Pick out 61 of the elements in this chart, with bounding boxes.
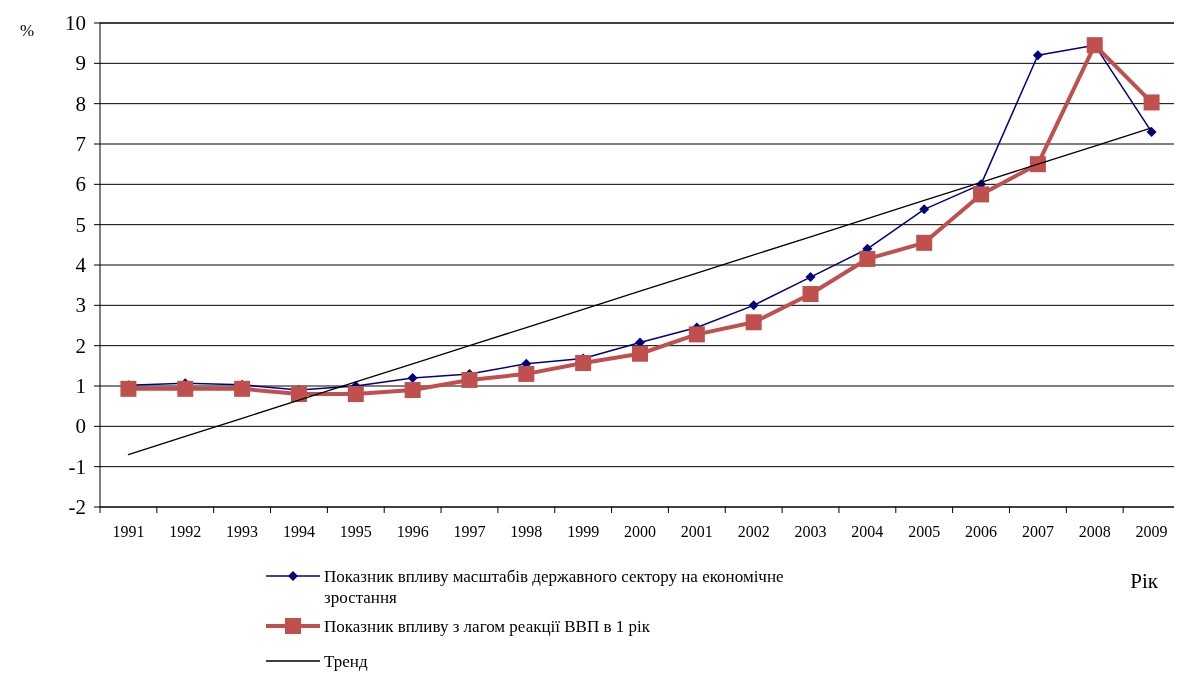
y-tick-label: 6 <box>75 172 86 197</box>
y-tick-label: 8 <box>75 91 86 116</box>
point <box>461 371 478 388</box>
x-tick-label: 2003 <box>794 523 827 540</box>
y-tick-label: 5 <box>75 212 86 237</box>
x-tick-label: 2008 <box>1078 523 1111 540</box>
y-tick-label: 4 <box>75 253 87 277</box>
y-tick-label: 7 <box>75 132 86 156</box>
y-axis-title: % <box>20 21 35 40</box>
y-tick-label: 3 <box>75 293 86 318</box>
x-tick-label: 1998 <box>510 523 543 540</box>
point <box>859 250 876 267</box>
x-tick-label: 1992 <box>169 523 202 540</box>
x-tick-label: 2000 <box>624 523 656 540</box>
point <box>802 286 819 303</box>
point <box>575 355 592 372</box>
x-tick-label: 2002 <box>737 523 770 540</box>
y-tick-label: 1 <box>75 374 86 398</box>
y-tick-label: -1 <box>68 454 86 479</box>
x-tick-label: 2005 <box>908 523 941 540</box>
legend-label: Показник впливу з лагом реакції ВВП в 1 рік <box>324 617 651 636</box>
y-tick-label: 9 <box>75 51 86 76</box>
point <box>973 186 990 203</box>
y-tick-label: 0 <box>75 414 86 439</box>
y-tick-label: 10 <box>65 11 86 35</box>
point <box>347 386 364 403</box>
point <box>1143 94 1160 111</box>
point <box>120 380 137 397</box>
x-tick-label: 1994 <box>282 523 315 540</box>
point <box>407 372 418 383</box>
point <box>748 300 759 311</box>
y-tick-label: -2 <box>68 495 86 519</box>
point <box>290 386 307 403</box>
point <box>177 380 194 397</box>
point <box>916 234 933 251</box>
x-tick-label: 2004 <box>851 523 884 540</box>
point <box>1032 50 1043 61</box>
point <box>919 204 930 215</box>
point <box>688 326 705 343</box>
point <box>234 380 251 397</box>
x-tick-label: 1999 <box>567 523 600 540</box>
point <box>632 345 648 362</box>
point <box>805 272 816 283</box>
x-tick-label: 1996 <box>396 523 429 540</box>
x-axis-title: Рік <box>1130 569 1159 593</box>
point <box>404 382 421 399</box>
x-tick-label: 2009 <box>1135 523 1168 540</box>
point <box>518 365 535 382</box>
point <box>1146 126 1157 137</box>
legend-label: Тренд <box>324 652 368 671</box>
point <box>745 314 762 331</box>
x-tick-label: 1991 <box>112 523 145 540</box>
y-tick-label: 2 <box>75 333 86 358</box>
x-tick-label: 1993 <box>226 523 259 540</box>
legend-label: Показник впливу масштабів державного сектору на економічне зростання <box>324 567 784 607</box>
x-tick-label: 2006 <box>965 523 998 540</box>
x-tick-label: 2007 <box>1021 523 1054 540</box>
point <box>1029 156 1046 173</box>
x-tick-label: 1997 <box>453 523 486 540</box>
x-tick-label: 1995 <box>339 523 372 540</box>
x-tick-label: 2001 <box>680 523 713 540</box>
